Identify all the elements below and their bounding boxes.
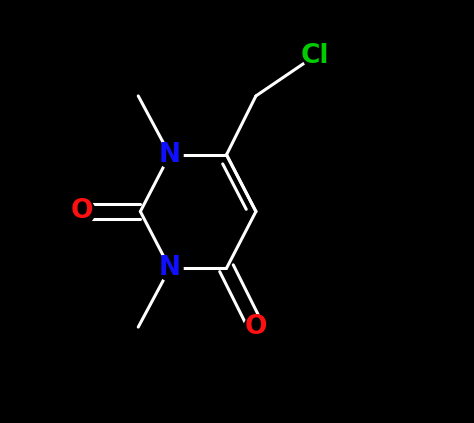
Text: O: O <box>245 314 267 340</box>
Text: N: N <box>159 255 181 281</box>
Text: O: O <box>70 198 93 225</box>
Text: N: N <box>159 142 181 168</box>
Text: Cl: Cl <box>301 43 329 69</box>
